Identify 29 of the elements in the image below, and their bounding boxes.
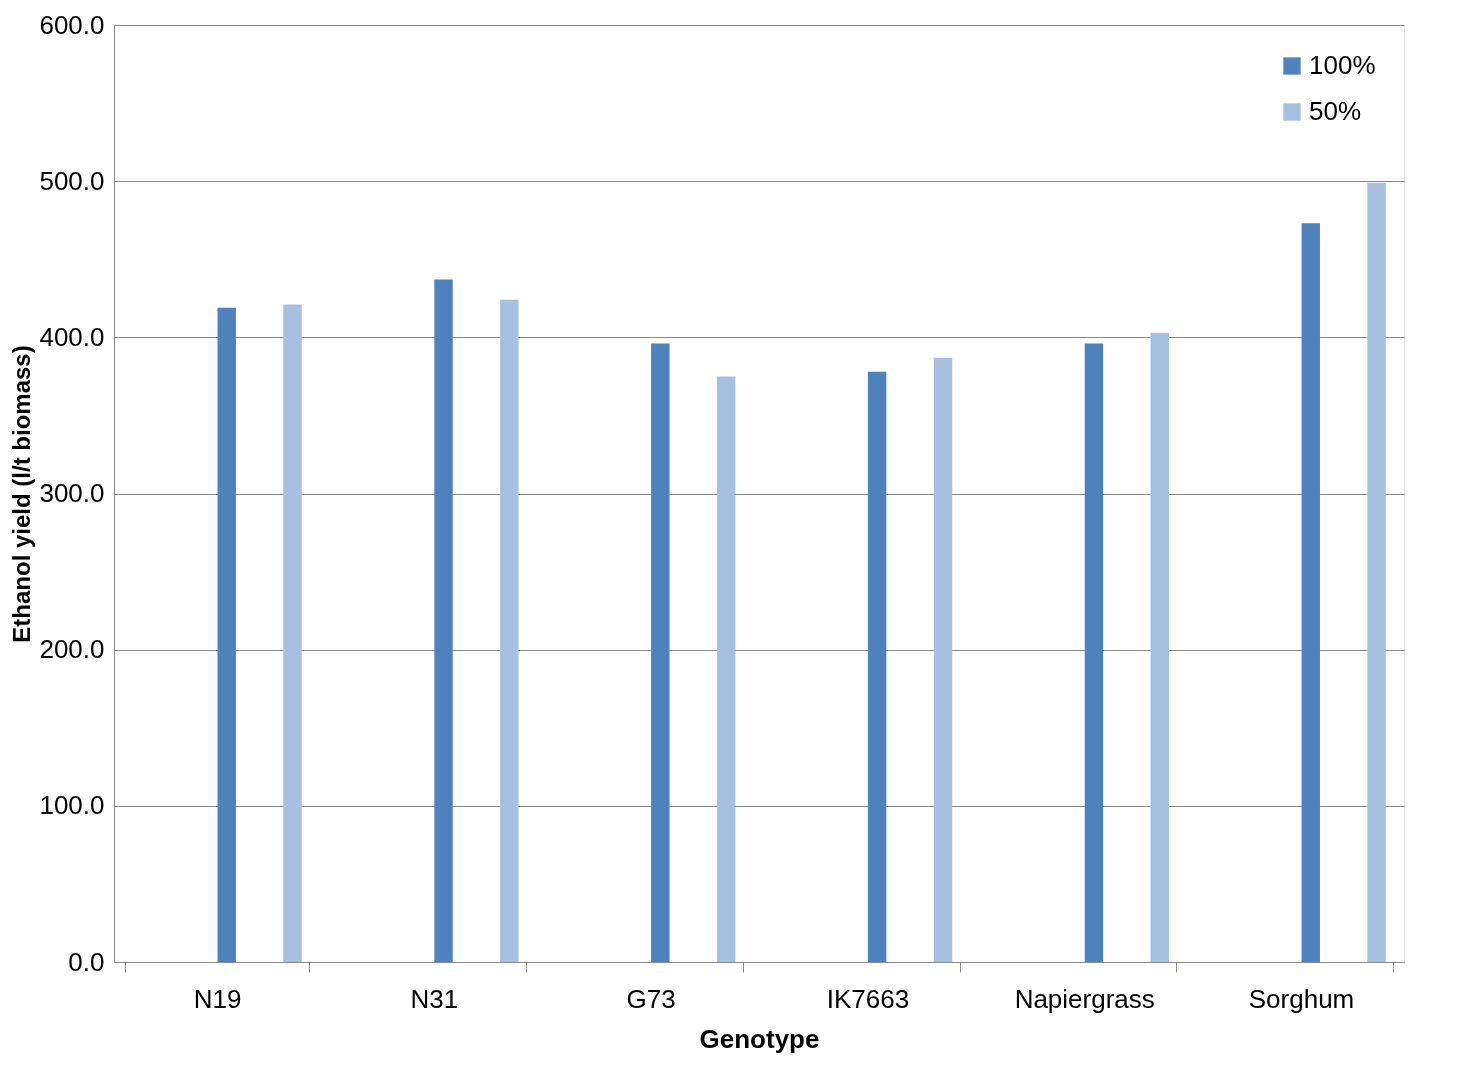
legend-label: 100% [1309,50,1376,80]
bar [1367,182,1386,962]
bar [867,371,887,962]
y-tick-label: 400.0 [39,321,105,352]
x-tick-label: G73 [626,983,676,1014]
bar [217,307,236,962]
bar [283,304,302,962]
x-tick-label: Napiergrass [1014,983,1155,1014]
x-tick-label: N31 [410,983,459,1014]
bar [500,299,519,962]
y-tick-label: 300.0 [39,478,105,508]
y-tick-label: 0.0 [68,946,105,977]
y-tick-label: 200.0 [39,634,105,665]
bar [1150,332,1169,962]
y-tick-label: 500.0 [39,165,105,196]
x-tick-label: Sorghum [1248,983,1355,1014]
bar [1301,223,1320,962]
bar [1084,343,1104,962]
y-tick-label: 600.0 [39,9,105,40]
y-tick-label: 100.0 [39,790,105,821]
x-tick-label: IK7663 [826,983,910,1014]
bar [933,357,953,962]
bar [651,343,670,962]
bar [716,376,736,962]
legend-label: 50% [1309,96,1362,126]
x-tick-label: N19 [193,983,242,1014]
x-axis-title: Genotype [699,1023,820,1054]
y-axis-title: Ethanol yield (l/t biomass) [8,345,36,643]
bar [434,279,453,962]
